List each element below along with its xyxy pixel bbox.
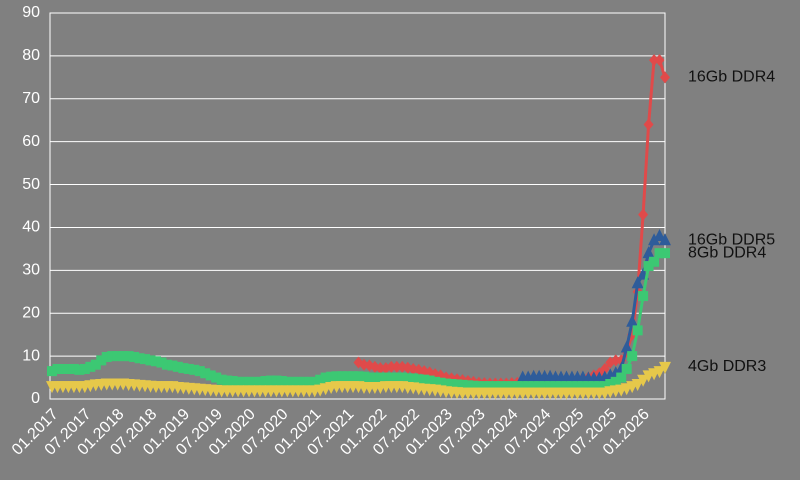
data-point — [610, 354, 621, 367]
y-tick-label: 70 — [22, 90, 40, 107]
data-point — [632, 325, 643, 336]
y-tick-label: 10 — [22, 347, 40, 364]
data-point — [659, 361, 671, 374]
data-point — [599, 362, 610, 375]
y-tick-label: 60 — [22, 133, 40, 150]
data-point — [631, 378, 644, 391]
data-point — [660, 71, 670, 84]
data-point — [637, 374, 650, 387]
y-tick-label: 90 — [22, 4, 40, 21]
y-tick-label: 80 — [22, 47, 40, 64]
data-point — [391, 360, 402, 373]
data-point — [653, 366, 666, 379]
series-label: 16Gb DDR4 — [688, 69, 775, 86]
data-point — [654, 54, 665, 67]
data-point — [638, 291, 649, 302]
data-point — [626, 314, 639, 327]
series-label: 8Gb DDR4 — [688, 244, 766, 261]
y-tick-label: 40 — [22, 219, 40, 236]
y-tick-label: 20 — [22, 304, 40, 321]
data-point — [649, 256, 660, 267]
y-tick-label: 30 — [22, 262, 40, 279]
data-point — [386, 360, 397, 373]
data-point — [648, 233, 661, 246]
data-point — [375, 362, 386, 375]
data-point — [659, 233, 671, 246]
data-point — [631, 276, 644, 289]
y-tick-label: 0 — [31, 390, 40, 407]
data-point — [660, 248, 670, 259]
y-tick-label: 50 — [22, 176, 40, 193]
series-label: 16Gb DDR5 — [688, 232, 775, 249]
series-label: 4Gb DDR3 — [688, 358, 766, 375]
data-point — [642, 246, 655, 259]
data-point — [649, 54, 660, 67]
data-point — [621, 363, 632, 374]
data-point — [620, 340, 633, 353]
data-point — [627, 351, 638, 362]
data-point — [616, 372, 627, 383]
data-point — [643, 118, 654, 131]
data-point — [653, 229, 666, 242]
data-point — [638, 208, 649, 221]
